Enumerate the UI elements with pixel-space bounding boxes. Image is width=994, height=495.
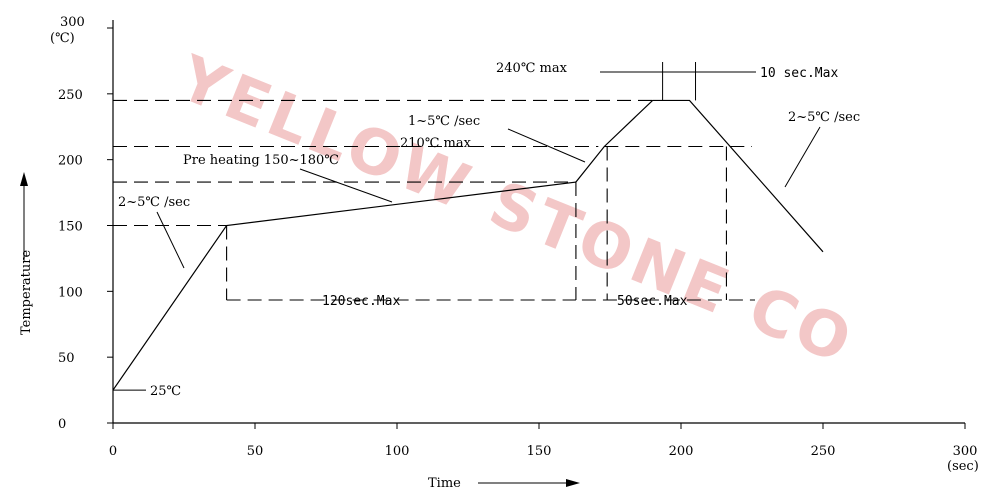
x-tick-label: 200 (669, 444, 694, 459)
profile-series (112, 99, 824, 391)
preheat-label: Pre heating 150~180℃ (183, 153, 339, 168)
ramp-rate-2-leader (507, 128, 586, 163)
x-axis-label-arrowhead (566, 479, 580, 487)
x-tick-label: 250 (811, 444, 836, 459)
y-tick-label: 250 (58, 88, 83, 103)
profile-line (112, 99, 824, 391)
ticks: 0 50 100 150 200 250 300 0 50 100 150 200 250 300 (58, 15, 977, 459)
preheat-time-label: 120sec.Max (322, 294, 400, 309)
y-axis-unit: (℃) (50, 31, 75, 46)
x-tick-label: 100 (385, 444, 410, 459)
x-axis-unit: (sec) (947, 459, 979, 474)
y-tick-label: 100 (58, 285, 83, 300)
y-tick-label: 300 (60, 15, 85, 30)
y-tick-label: 150 (58, 220, 83, 235)
axes: (℃) (sec) Time Temperature (19, 20, 979, 491)
peak-time-label: 10 sec.Max (760, 66, 838, 81)
reflow-time-label: 50sec.Max (617, 294, 688, 309)
ramp-down-rate-label: 2~5℃ /sec (788, 110, 860, 125)
x-tick-label: 150 (527, 444, 552, 459)
guide-lines (113, 99, 755, 391)
ramp-rate-2-label: 1~5℃ /sec (408, 114, 480, 129)
ramp-up-leader (156, 211, 185, 269)
y-tick-label: 200 (58, 154, 83, 169)
x-tick-label: 50 (247, 444, 264, 459)
start-temp-label: 25℃ (150, 384, 181, 399)
preheat-leader (299, 168, 393, 203)
x-tick-label: 300 (953, 444, 978, 459)
reflow-max-temp-label: 210℃ max (400, 136, 472, 151)
ramp-up-rate-label: 2~5℃ /sec (118, 195, 190, 210)
y-axis-label: Temperature (19, 250, 34, 335)
ramp-down-leader (784, 126, 821, 188)
annotations: 25℃ 2~5℃ /sec Pre heating 150~180℃ 1~5℃ /se… (118, 61, 860, 399)
watermark: YELLOW STONE CO (168, 41, 864, 379)
x-axis-label: Time (428, 476, 461, 491)
peak-max-temp-label: 240℃ max (496, 61, 568, 76)
y-axis-label-arrowhead (20, 172, 28, 186)
y-tick-label: 50 (58, 351, 75, 366)
x-tick-label: 0 (109, 444, 117, 459)
y-tick-label: 0 (58, 417, 66, 432)
